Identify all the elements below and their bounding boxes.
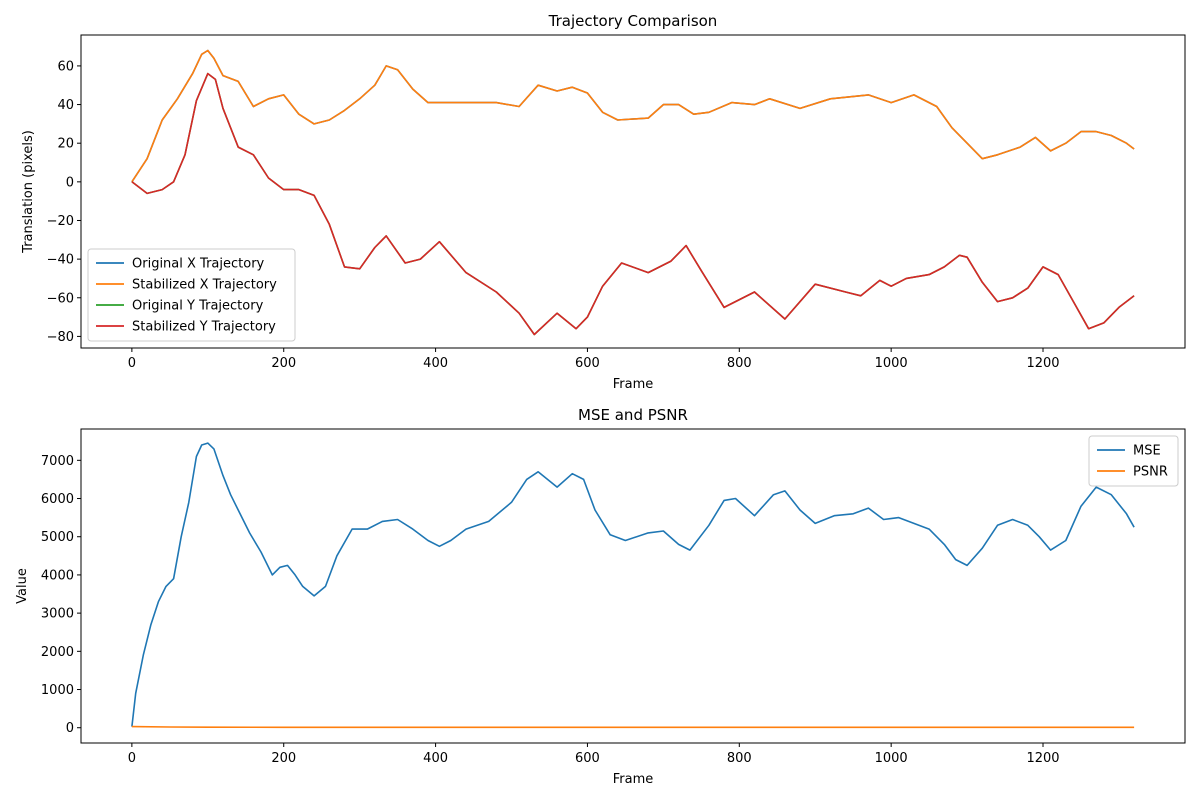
y-tick-label: 40: [57, 98, 74, 113]
y-tick-label: 60: [57, 59, 74, 74]
y-tick-label: 6000: [41, 492, 74, 507]
plot-frame: [80, 428, 1186, 744]
y-tick-label: 7000: [41, 454, 74, 469]
x-tick-label: 400: [423, 356, 448, 371]
legend-box: [1088, 435, 1179, 487]
legend-box: [87, 248, 296, 342]
series-line-mse: [131, 442, 1135, 727]
legend-label: MSE: [1133, 444, 1161, 459]
y-tick-label: −80: [47, 330, 74, 345]
y-tick-label: 0: [66, 175, 74, 190]
mse-psnr-chart: MSE and PSNR 0 200 400 600 800 1000 1200 0 1000…: [15, 406, 1186, 787]
y-tick-label: 1000: [41, 683, 74, 698]
legend-label: Original Y Trajectory: [132, 299, 264, 314]
y-tick-label: 20: [57, 137, 74, 152]
x-tick-label: 1200: [1026, 751, 1059, 766]
x-tick-label: 200: [271, 751, 296, 766]
legend-label: Stabilized X Trajectory: [132, 278, 277, 293]
y-tick-label: 4000: [41, 568, 74, 583]
legend: Original X Trajectory Stabilized X Trajec…: [87, 248, 296, 342]
x-tick-label: 0: [128, 356, 136, 371]
x-axis-label: Frame: [613, 377, 654, 392]
x-tick-label: 800: [727, 751, 752, 766]
y-tick-label: 3000: [41, 607, 74, 622]
legend-label: PSNR: [1133, 465, 1168, 480]
series-line-psnr: [131, 725, 1135, 729]
chart-title: MSE and PSNR: [578, 406, 688, 424]
x-axis: 0 200 400 600 800 1000 1200: [128, 348, 1060, 371]
y-tick-label: 0: [66, 721, 74, 736]
x-tick-label: 1200: [1026, 356, 1059, 371]
x-tick-label: 600: [575, 356, 600, 371]
y-tick-label: −20: [47, 214, 74, 229]
legend-label: Stabilized Y Trajectory: [132, 320, 276, 335]
chart-title: Trajectory Comparison: [548, 12, 718, 30]
x-tick-label: 1000: [875, 751, 908, 766]
x-tick-label: 600: [575, 751, 600, 766]
x-tick-label: 800: [727, 356, 752, 371]
x-tick-label: 0: [128, 751, 136, 766]
series-group: [131, 49, 1135, 336]
y-tick-label: 5000: [41, 530, 74, 545]
x-tick-label: 400: [423, 751, 448, 766]
y-axis: −80 −60 −40 −20 0 20 40 60: [47, 59, 81, 345]
legend-label: Original X Trajectory: [132, 257, 265, 272]
y-axis-label: Translation (pixels): [21, 130, 36, 254]
y-tick-label: 2000: [41, 645, 74, 660]
x-axis-label: Frame: [613, 772, 654, 787]
x-tick-label: 1000: [875, 356, 908, 371]
y-axis: 0 1000 2000 3000 4000 5000 6000 7000: [41, 454, 81, 736]
plot-frame: [80, 34, 1186, 349]
series-line-stabilized-y-trajectory: [131, 72, 1135, 336]
trajectory-chart: Trajectory Comparison 0 200 400 600 800 1000 1…: [21, 12, 1186, 392]
y-axis-label: Value: [15, 568, 30, 604]
x-axis: 0 200 400 600 800 1000 1200: [128, 743, 1060, 766]
series-group: [131, 442, 1135, 729]
y-tick-label: −60: [47, 291, 74, 306]
y-tick-label: −40: [47, 253, 74, 268]
series-line-stabilized-x-trajectory: [131, 49, 1135, 183]
x-tick-label: 200: [271, 356, 296, 371]
legend: MSE PSNR: [1088, 435, 1179, 487]
